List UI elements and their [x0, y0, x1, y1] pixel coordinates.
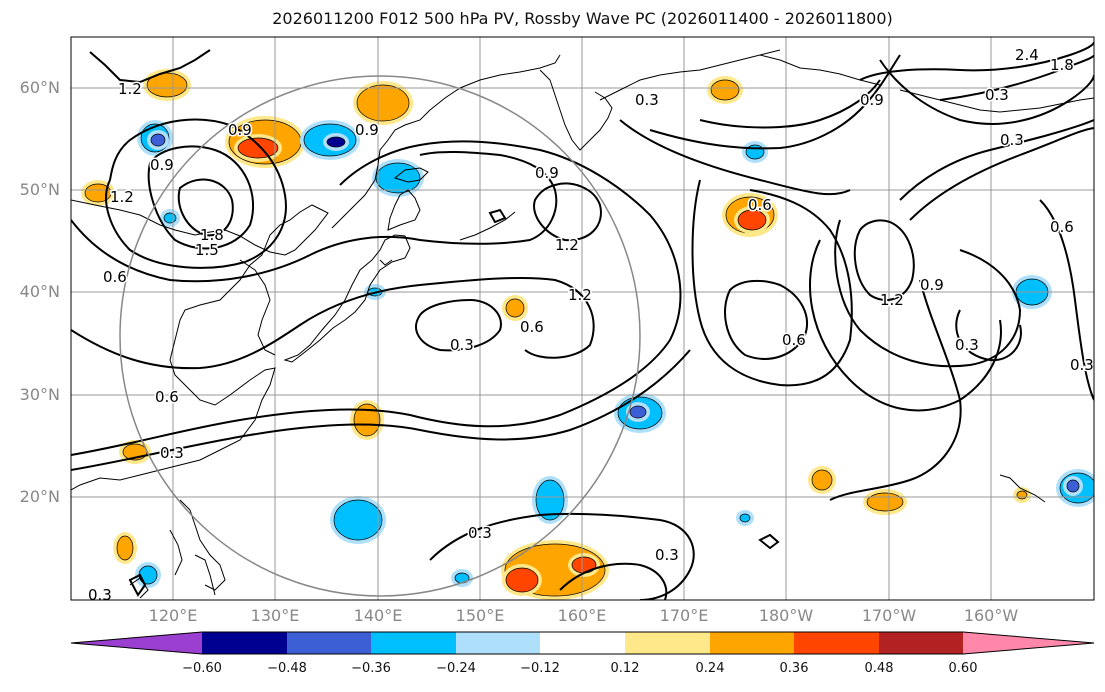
lat-label-20n: 20°N [19, 487, 60, 506]
contour-labels: 1.20.90.91.21.81.50.60.91.21.20.30.60.30… [87, 45, 1095, 604]
map-frame [70, 36, 1095, 601]
anomaly-patch [1016, 490, 1028, 500]
contour-label: 1.2 [555, 236, 579, 254]
contour-label: 0.9 [150, 156, 174, 174]
lon-label-170w: 170°W [861, 606, 917, 625]
contour-label: 0.3 [635, 91, 659, 109]
anomaly-patch [146, 72, 188, 98]
colorbar-tick-label: 0.36 [779, 661, 809, 676]
lat-label-30n: 30°N [19, 385, 60, 404]
colorbar-segment [202, 632, 287, 654]
pv-anomaly-shading [81, 69, 1094, 600]
contour-label: 0.3 [88, 586, 112, 604]
pv-contours [71, 41, 1094, 600]
colorbar-tick-label: −0.24 [436, 661, 476, 676]
gridlines [71, 37, 1094, 600]
contour-label: 1.2 [110, 188, 134, 206]
lon-label-170e: 170°E [659, 606, 709, 625]
anomaly-patch [333, 499, 383, 541]
contour-label: 1.2 [118, 80, 142, 98]
colorbar-segment [71, 632, 202, 654]
anomaly-patch [811, 469, 833, 491]
lon-label-120e: 120°E [148, 606, 198, 625]
contour-label: 1.8 [200, 226, 224, 244]
anomaly-patch [505, 567, 539, 593]
contour-label: 0.9 [860, 91, 884, 109]
lon-label-140e: 140°E [353, 606, 403, 625]
anomaly-patch [710, 79, 740, 101]
colorbar-segment [625, 632, 710, 654]
colorbar-tick-label: −0.12 [520, 661, 560, 676]
anomaly-patch [353, 403, 381, 437]
contour-label: 0.6 [1050, 218, 1074, 236]
lon-label-160e: 160°E [557, 606, 607, 625]
contour-label: 0.6 [520, 318, 544, 336]
anomaly-patch [163, 212, 177, 224]
lat-label-40n: 40°N [19, 282, 60, 301]
lon-label-180w: 180°W [758, 606, 814, 625]
contour-label: 2.4 [1015, 46, 1039, 64]
colorbar-tick-label: 0.24 [695, 661, 725, 676]
anomaly-patch [535, 479, 565, 521]
anomaly-patch [571, 556, 597, 574]
contour-label: 0.3 [655, 546, 679, 564]
contour-label: 0.6 [155, 388, 179, 406]
anomaly-patch [375, 162, 421, 194]
colorbar-segment [963, 632, 1094, 654]
contour-label: 0.3 [450, 336, 474, 354]
colorbar-tick-label: −0.36 [351, 661, 391, 676]
colorbar-segment [371, 632, 456, 654]
anomaly-patch [84, 183, 112, 203]
anomaly-patch [737, 209, 767, 231]
contour-label: 0.9 [535, 164, 559, 182]
contour-label: 1.2 [568, 286, 592, 304]
map-title: 2026011200 F012 500 hPa PV, Rossby Wave … [272, 9, 893, 28]
projection-circle [119, 75, 641, 597]
contour-label: 0.3 [468, 524, 492, 542]
anomaly-patch [866, 492, 904, 512]
lon-label-130e: 130°E [250, 606, 300, 625]
contour-label: 0.3 [160, 444, 184, 462]
colorbar-tick-label: −0.60 [182, 661, 222, 676]
contour-label: 0.3 [955, 336, 979, 354]
contour-label: 0.6 [748, 196, 772, 214]
contour-label: 0.6 [103, 268, 127, 286]
lon-label-160w: 160°W [963, 606, 1019, 625]
colorbar-segment [456, 632, 540, 654]
contour-label: 0.3 [1070, 356, 1094, 374]
contour-label: 0.9 [920, 276, 944, 294]
contour-label: 0.3 [985, 86, 1009, 104]
anomaly-patch [629, 405, 647, 419]
anomaly-patch [116, 535, 134, 561]
contour-label: 0.9 [355, 121, 379, 139]
colorbar-tick-label: 0.12 [610, 661, 640, 676]
contour-label: 0.3 [1000, 131, 1024, 149]
anomaly-patch [356, 84, 410, 122]
contour-label: 1.2 [880, 291, 904, 309]
colorbar-segment [540, 632, 625, 654]
lon-label-150e: 150°E [455, 606, 505, 625]
contour-label: 0.6 [782, 331, 806, 349]
colorbar-segment [879, 632, 963, 654]
colorbar-tick-label: −0.48 [267, 661, 307, 676]
colorbar-outline [70, 631, 1095, 655]
lat-label-50n: 50°N [19, 180, 60, 199]
anomaly-patch [237, 137, 279, 159]
contour-label: 1.5 [195, 241, 219, 259]
anomaly-patch [1066, 479, 1080, 493]
colorbar-segment [794, 632, 879, 654]
colorbar-tick-label: 0.48 [864, 661, 894, 676]
contour-label: 1.8 [1050, 56, 1074, 74]
contour-label: 0.9 [228, 121, 252, 139]
lat-label-60n: 60°N [19, 78, 60, 97]
pv-map: 1.20.90.91.21.81.50.60.91.21.20.30.60.30… [70, 36, 1095, 604]
anomaly-patch [150, 133, 166, 147]
anomaly-patch [739, 513, 751, 523]
anomaly-patch [505, 298, 525, 318]
anomaly-patch [326, 136, 346, 148]
colorbar-tick-label: 0.60 [948, 661, 978, 676]
colorbar-segment [287, 632, 371, 654]
coastlines [71, 49, 1094, 599]
colorbar-segment [710, 632, 794, 654]
